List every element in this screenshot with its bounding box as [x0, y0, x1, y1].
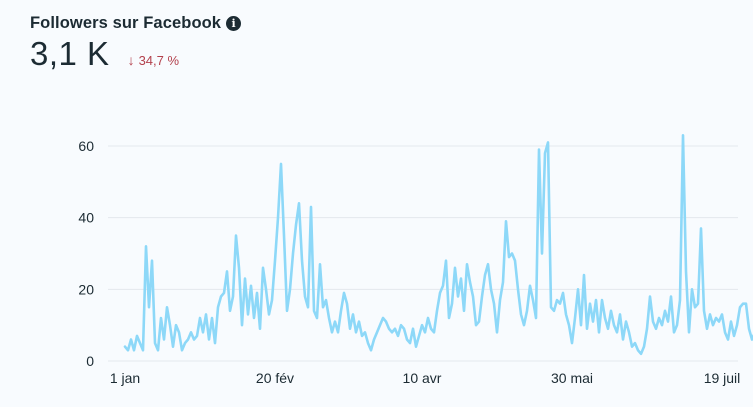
metric-row: 3,1 K ↓ 34,7 % [30, 35, 241, 73]
y-axis: 0 20 40 60 [78, 138, 94, 369]
x-axis: 1 jan 20 fév 10 avr 30 mai 19 juil [110, 370, 740, 386]
x-tick-label: 1 jan [110, 370, 140, 386]
y-tick-label: 20 [78, 281, 94, 297]
change-indicator: ↓ 34,7 % [128, 53, 179, 68]
x-tick-label: 30 mai [551, 370, 593, 386]
series-line-followers [123, 133, 753, 356]
info-icon[interactable]: i [226, 16, 242, 31]
x-tick-label: 20 fév [256, 370, 294, 386]
card-title: Followers sur Facebook [30, 14, 222, 32]
y-tick-label: 40 [78, 210, 94, 226]
x-tick-label: 19 juil [704, 370, 741, 386]
y-tick-label: 60 [78, 138, 94, 154]
x-tick-label: 10 avr [403, 370, 442, 386]
arrow-down-icon: ↓ [127, 52, 135, 68]
y-tick-label: 0 [86, 353, 94, 369]
change-percent: 34,7 % [138, 52, 180, 68]
title-row: Followers sur Facebook i [30, 14, 242, 33]
followers-count: 3,1 K [30, 35, 110, 72]
card-header: Followers sur Facebook i 3,1 K ↓ 34,7 % [30, 14, 242, 73]
chart-gridlines [108, 145, 738, 362]
